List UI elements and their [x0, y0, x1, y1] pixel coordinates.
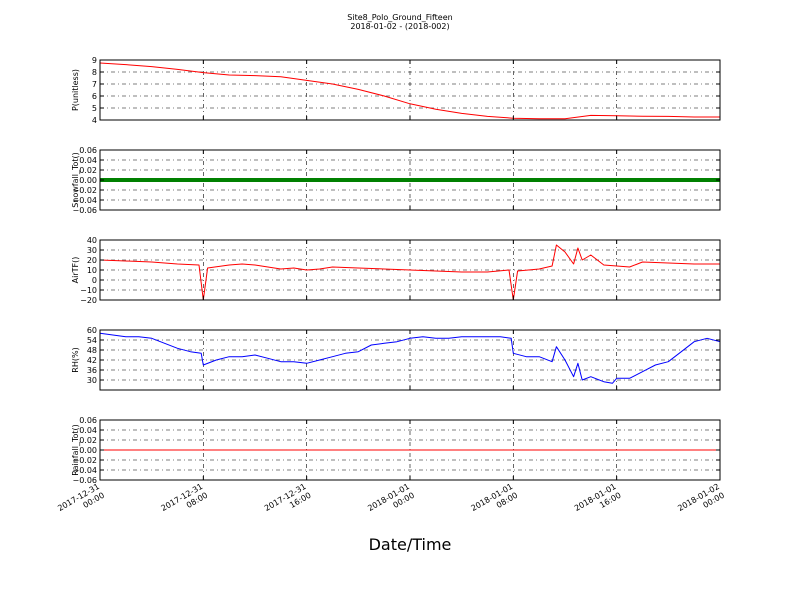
y-tick-label: 36	[87, 366, 97, 375]
y-axis-label: Rainfall_Tot()	[71, 424, 80, 476]
y-axis-label: Snowfall_Tot()	[71, 152, 80, 208]
y-tick-label: 9	[92, 56, 97, 65]
y-tick-label: 0.00	[79, 446, 97, 455]
y-tick-label: −0.06	[72, 476, 97, 485]
panel-2: −0.06−0.04−0.020.000.020.040.06Snowfall_…	[71, 146, 721, 215]
x-tick-label: 2017-12-3100:00	[56, 482, 106, 522]
x-tick-label: 2018-01-0108:00	[470, 482, 520, 522]
y-tick-label: −20	[80, 296, 97, 305]
y-tick-label: −0.02	[72, 186, 97, 195]
x-axis-label: Date/Time	[369, 535, 452, 554]
y-tick-label: 0.02	[79, 436, 97, 445]
series-line	[99, 62, 720, 120]
y-tick-label: 5	[92, 104, 97, 113]
y-tick-label: 0.04	[79, 156, 97, 165]
y-tick-label: 20	[87, 256, 97, 265]
series-line	[99, 244, 720, 301]
y-tick-label: 7	[92, 80, 97, 89]
panels: 456789P(unitless)−0.06−0.04−0.020.000.02…	[56, 56, 726, 522]
figure-title: Site8_Polo_Ground_Fifteen	[347, 13, 452, 22]
y-tick-label: 8	[92, 68, 97, 77]
y-tick-label: 54	[87, 336, 97, 345]
y-tick-label: −0.04	[72, 196, 97, 205]
y-axis-label: RH(%)	[71, 347, 80, 372]
y-tick-label: 40	[87, 236, 97, 245]
y-tick-label: 30	[87, 376, 97, 385]
x-tick-label: 2017-12-3108:00	[160, 482, 210, 522]
panel-1: 4 5 6 7 8 9 P(unitless)	[71, 56, 721, 125]
y-tick-label: 48	[87, 346, 97, 355]
y-tick-label: −0.02	[72, 456, 97, 465]
y-tick-label: 42	[87, 356, 97, 365]
y-tick-label: 0	[92, 276, 97, 285]
y-axis-label: P(unitless)	[71, 69, 80, 111]
y-tick-label: 30	[87, 246, 97, 255]
y-tick-label: 0.04	[79, 426, 97, 435]
y-tick-label: 60	[87, 326, 97, 335]
y-tick-label: 0.00	[79, 176, 97, 185]
y-tick-label: −0.06	[72, 206, 97, 215]
series-line	[99, 332, 721, 384]
y-tick-label: −0.04	[72, 466, 97, 475]
y-tick-label: 0.06	[79, 146, 97, 155]
y-tick-label: 10	[87, 266, 97, 275]
figure-subtitle: 2018-01-02 - (2018-002)	[350, 22, 449, 31]
y-tick-label: 6	[92, 92, 97, 101]
x-tick-label: 2018-01-0200:00	[676, 482, 726, 522]
y-tick-label: 4	[92, 116, 97, 125]
y-axis-label: AirTF()	[71, 257, 80, 284]
panel-5: −0.06−0.04−0.020.000.020.040.06Rainfall_…	[71, 416, 721, 485]
y-tick-label: 0.02	[79, 166, 97, 175]
x-tick-label: 2018-01-0116:00	[573, 482, 623, 522]
y-tick-label: −10	[80, 286, 97, 295]
x-tick-label: 2017-12-3116:00	[263, 482, 313, 522]
y-tick-label: 0.06	[79, 416, 97, 425]
x-tick-label: 2018-01-0100:00	[366, 482, 416, 522]
